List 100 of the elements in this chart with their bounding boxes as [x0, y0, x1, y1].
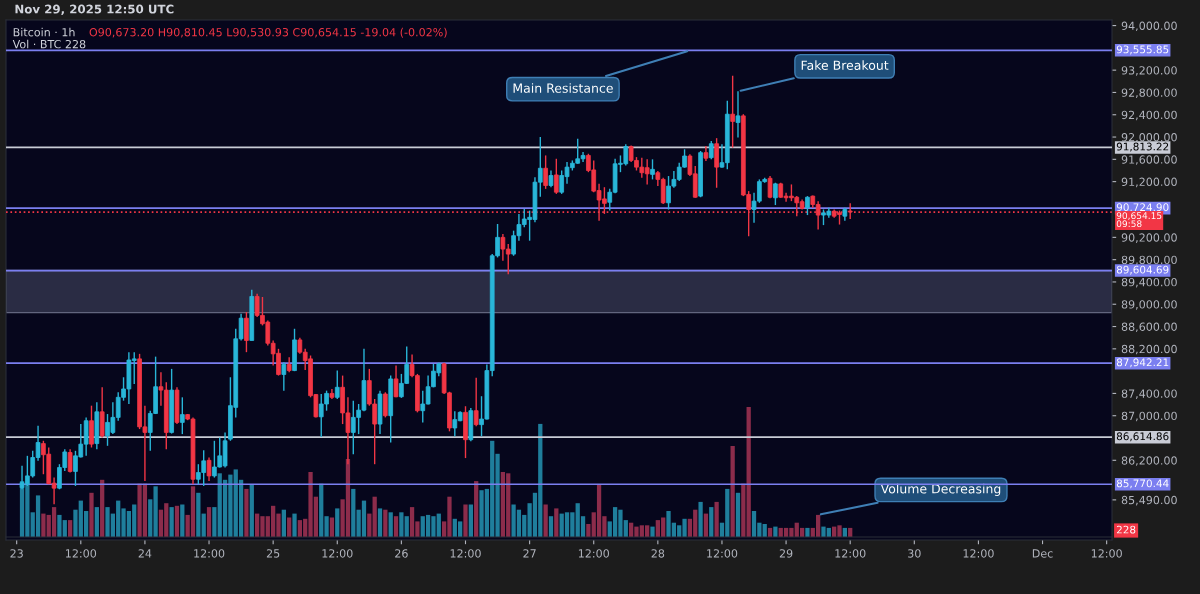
- x-tick-label: 24: [138, 549, 152, 558]
- text: O90,673.20 H90,810.45 L90,530.93 C90,654.15 -19.04 (-0.02%): [89, 27, 447, 38]
- bar: [564, 512, 570, 537]
- y-tick-label: 85,490.00: [1121, 495, 1177, 506]
- y-tick-label: 91,600.00: [1121, 155, 1177, 165]
- bar: [169, 507, 174, 537]
- candlestick: [650, 158, 655, 181]
- bar: [206, 507, 212, 537]
- y-tick-label: 89,000.00: [1121, 300, 1177, 310]
- x-tick-label: 12:00: [578, 549, 609, 558]
- candlestick: [89, 404, 94, 449]
- ref-line-label: 87,942.21: [1116, 358, 1169, 368]
- annotation: Main Resistance: [513, 83, 613, 93]
- candlestick: [553, 158, 559, 195]
- bar: [548, 516, 554, 537]
- candlestick: [244, 311, 249, 353]
- candlestick: [206, 456, 212, 482]
- y-tick-label: 86,200.00: [1121, 456, 1177, 466]
- bar: [730, 446, 735, 537]
- x-tick-label: 12:00: [835, 549, 866, 558]
- x-tick-label: 12:00: [1091, 549, 1122, 558]
- candlestick: [708, 140, 714, 161]
- candlestick: [473, 377, 479, 427]
- bar: [543, 504, 548, 537]
- bar: [196, 492, 201, 537]
- x-tick-label: 12:00: [450, 549, 481, 558]
- bar: [335, 508, 340, 537]
- text: Nov 29, 2025 12:50 UTC: [15, 4, 174, 16]
- bar: [372, 496, 377, 537]
- y-tick-label: 94,000.00: [1121, 21, 1177, 32]
- x-tick-label: 28: [651, 549, 665, 558]
- ref-line-label: 89,604.69: [1116, 265, 1169, 275]
- bar: [698, 501, 703, 537]
- bar: [773, 526, 778, 537]
- ref-line-label: 85,770.44: [1116, 479, 1169, 489]
- x-tick-label: 29: [779, 549, 793, 558]
- bar: [174, 505, 180, 537]
- bar: [714, 501, 719, 537]
- annotation: Volume Decreasing: [880, 483, 1001, 496]
- y-tick-label: 89,800.00: [1121, 255, 1177, 266]
- x-tick-label: 12:00: [322, 549, 353, 558]
- bar: [361, 500, 367, 537]
- candlestick: [714, 137, 719, 189]
- bar: [89, 492, 94, 537]
- y-tick-label: 87,400.00: [1121, 389, 1177, 399]
- x-tick-label: 27: [523, 549, 536, 558]
- y-tick-label: 88,200.00: [1121, 344, 1177, 355]
- bar: [650, 526, 655, 537]
- bar: [51, 507, 57, 537]
- y-tick-label: 90,200.00: [1121, 233, 1177, 243]
- y-tick-label: 89,400.00: [1121, 277, 1177, 288]
- y-tick-label: 92,000.00: [1121, 133, 1177, 143]
- bar: [35, 495, 41, 537]
- x-tick-label: Dec: [1032, 549, 1053, 558]
- candlestick: [805, 195, 810, 216]
- y-tick-label: 92,800.00: [1121, 88, 1177, 98]
- text: 228: [1116, 525, 1136, 534]
- x-tick-label: 12:00: [963, 549, 994, 558]
- candlestick: [735, 90, 741, 139]
- candlestick: [543, 154, 548, 190]
- chart-title: Vol · BTC 228: [12, 39, 86, 49]
- x-tick-label: 12:00: [194, 549, 225, 558]
- bar: [751, 511, 757, 537]
- x-tick-label: 25: [266, 549, 280, 558]
- bar: [377, 508, 383, 537]
- y-tick-label: 88,600.00: [1121, 322, 1177, 333]
- bar: [190, 486, 196, 537]
- x-tick-label: 12:00: [707, 549, 738, 558]
- candlestick: [179, 396, 185, 435]
- ref-line-label: 93,555.85: [1116, 45, 1169, 55]
- x-tick-label: 23: [10, 549, 23, 558]
- bar: [735, 492, 741, 537]
- bar: [393, 516, 399, 537]
- bar: [388, 512, 393, 537]
- candlestick: [99, 386, 105, 439]
- candlestick: [393, 364, 399, 399]
- annotation: Fake Breakout: [801, 60, 889, 70]
- bar: [292, 513, 297, 537]
- x-tick-label: 26: [395, 549, 408, 558]
- ref-line-label: 90,654.15 09:58: [1116, 212, 1162, 228]
- candlestick: [730, 75, 735, 149]
- bar: [249, 485, 254, 537]
- candlestick: [67, 448, 73, 474]
- bar: [463, 504, 468, 537]
- ref-line-label: 91,813.22: [1116, 142, 1169, 152]
- ref-line-label: 86,614.86: [1116, 432, 1169, 442]
- candlestick: [281, 361, 287, 392]
- bar: [244, 488, 249, 537]
- y-tick-label: 91,200.00: [1121, 177, 1177, 188]
- ref-line-label: 90,724.90: [1116, 203, 1169, 213]
- bar: [709, 507, 714, 537]
- bar: [554, 508, 559, 537]
- x-tick-label: 30: [908, 549, 921, 558]
- bar: [94, 507, 99, 537]
- candlestick: [383, 391, 388, 419]
- y-tick-label: 92,400.00: [1121, 110, 1177, 121]
- bar: [351, 488, 356, 537]
- bar: [180, 504, 185, 537]
- candlestick: [334, 369, 340, 400]
- y-tick-label: 93,200.00: [1121, 66, 1177, 76]
